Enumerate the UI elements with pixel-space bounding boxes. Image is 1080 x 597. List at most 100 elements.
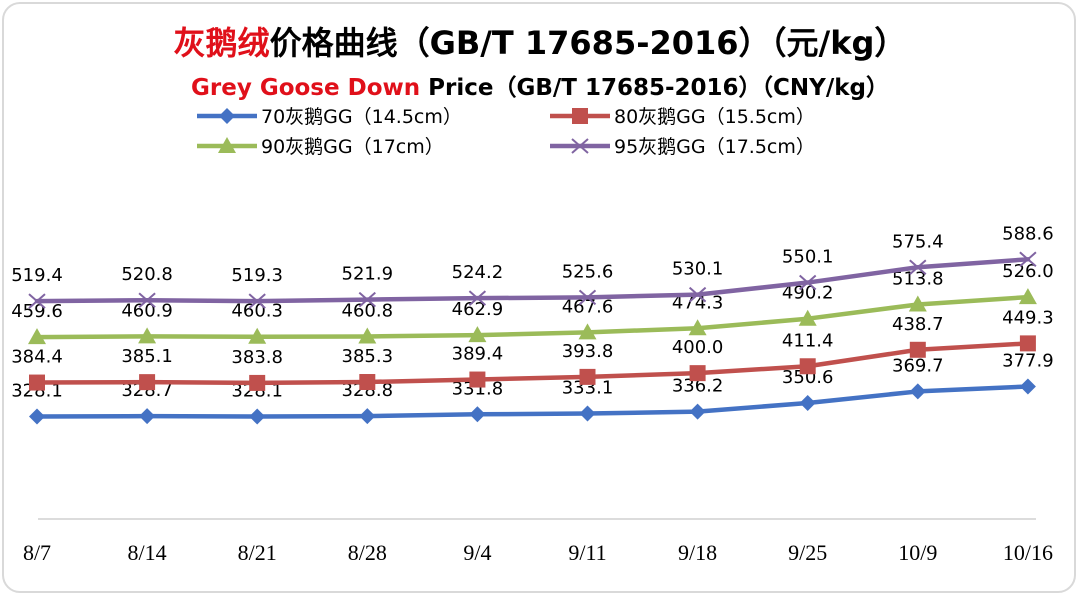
marker-diamond — [579, 405, 596, 422]
data-label: 411.4 — [782, 330, 834, 351]
marker-x — [1019, 251, 1037, 268]
data-label: 490.2 — [782, 283, 834, 304]
data-label: 400.0 — [672, 337, 724, 358]
data-label: 438.7 — [892, 314, 944, 335]
marker-triangle — [908, 295, 927, 312]
marker-triangle — [218, 137, 236, 153]
data-label: 385.1 — [121, 346, 173, 367]
marker-square — [1019, 335, 1036, 352]
marker-square — [139, 374, 156, 391]
x-tick-label: 8/28 — [348, 540, 387, 565]
data-label: 331.8 — [452, 378, 504, 399]
legend-label: 90灰鹅GG（17cm） — [261, 136, 444, 158]
x-tick-label: 9/11 — [568, 540, 606, 565]
marker-diamond — [799, 394, 816, 411]
marker-x — [688, 286, 707, 303]
legend-entry: 80灰鹅GG（15.5cm） — [550, 106, 815, 128]
data-label: 384.4 — [11, 347, 63, 368]
marker-diamond — [29, 408, 45, 425]
marker-square — [689, 365, 706, 382]
x-tick-label: 9/4 — [463, 540, 491, 565]
data-label: 459.6 — [11, 301, 63, 322]
series-line — [34, 257, 1031, 304]
data-label: 328.8 — [342, 380, 394, 401]
marker-x — [138, 292, 156, 308]
marker-triangle — [358, 327, 377, 344]
marker-square — [29, 374, 45, 391]
marker-x — [248, 293, 266, 309]
legend-entry: 90灰鹅GG（17cm） — [197, 136, 444, 158]
marker-x — [28, 293, 46, 309]
data-label: 588.6 — [1002, 223, 1054, 244]
marker-x — [468, 290, 487, 306]
data-label: 333.1 — [562, 378, 614, 399]
marker-diamond — [139, 408, 156, 425]
data-label: 350.6 — [782, 367, 834, 388]
marker-square — [469, 371, 486, 388]
series-line — [34, 341, 1031, 386]
data-label: 460.9 — [121, 300, 173, 321]
data-label: 526.0 — [1002, 261, 1054, 282]
marker-square — [579, 368, 596, 385]
marker-square — [909, 341, 926, 358]
data-label: 383.8 — [231, 347, 283, 368]
marker-triangle — [578, 323, 597, 340]
marker-x — [799, 274, 817, 291]
chart-title-cn: 灰鹅绒价格曲线（GB/T 17685-2016）（元/kg） — [0, 18, 1080, 64]
data-label: 519.3 — [231, 265, 283, 286]
data-label: 328.1 — [11, 381, 63, 402]
data-label: 550.1 — [782, 247, 834, 268]
title-en-rest: Price（GB/T 17685-2016）（CNY/kg） — [420, 75, 889, 101]
data-label: 474.3 — [672, 292, 724, 313]
data-label: 520.8 — [121, 264, 173, 285]
data-label: 575.4 — [892, 231, 944, 252]
marker-triangle — [138, 327, 157, 344]
marker-square — [359, 374, 376, 391]
data-label: 389.4 — [452, 344, 504, 365]
marker-diamond — [469, 406, 486, 423]
data-label: 467.6 — [562, 296, 614, 317]
data-label: 393.8 — [562, 341, 614, 362]
data-label: 377.9 — [1002, 350, 1054, 371]
marker-diamond — [359, 408, 376, 425]
data-label: 521.9 — [342, 264, 394, 285]
marker-triangle — [248, 327, 267, 344]
title-en-highlight: Grey Goose Down — [191, 75, 421, 101]
x-tick-label: 8/14 — [128, 540, 167, 565]
legend-label: 70灰鹅GG（14.5cm） — [261, 106, 462, 128]
marker-square — [572, 108, 588, 124]
data-label: 530.1 — [672, 259, 724, 280]
marker-square — [799, 358, 816, 375]
marker-diamond — [909, 383, 926, 400]
data-label: 525.6 — [562, 261, 614, 282]
series-line — [34, 384, 1031, 419]
marker-triangle — [1018, 288, 1037, 305]
data-label: 369.7 — [892, 355, 944, 376]
x-tick-label: 9/25 — [788, 540, 827, 565]
series-line — [34, 294, 1031, 340]
legend-label: 80灰鹅GG（15.5cm） — [614, 106, 815, 128]
data-label: 460.8 — [342, 300, 394, 321]
marker-square — [249, 374, 266, 391]
marker-diamond — [219, 108, 235, 124]
marker-x — [358, 291, 376, 308]
data-label: 328.1 — [231, 381, 283, 402]
legend-entry: 70灰鹅GG（14.5cm） — [197, 106, 462, 128]
marker-diamond — [249, 408, 266, 425]
marker-x — [578, 289, 597, 306]
data-label: 460.3 — [231, 301, 283, 322]
marker-diamond — [689, 403, 706, 420]
marker-triangle — [688, 319, 707, 336]
title-cn-highlight: 灰鹅绒 — [173, 24, 270, 62]
x-tick-label: 10/9 — [898, 540, 937, 565]
marker-triangle — [468, 326, 487, 343]
data-label: 462.9 — [452, 299, 504, 320]
data-label: 449.3 — [1002, 307, 1054, 328]
marker-diamond — [1019, 378, 1036, 395]
data-label: 385.3 — [342, 346, 394, 367]
x-tick-label: 8/21 — [238, 540, 277, 565]
data-label: 328.7 — [121, 380, 173, 401]
marker-x — [909, 259, 927, 276]
data-label: 513.8 — [892, 268, 944, 289]
